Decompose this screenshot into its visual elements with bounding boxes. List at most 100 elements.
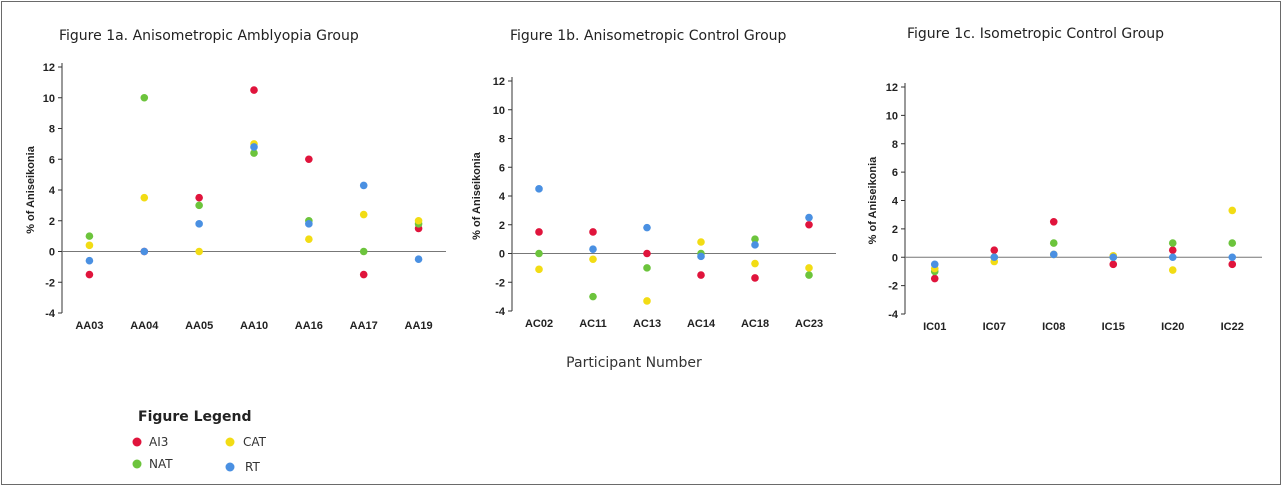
chart-2-y-axis-label: % of Aniseikonia [471, 151, 483, 239]
legend-label-ai3: AI3 [149, 435, 168, 449]
chart-2-point-rt [697, 252, 705, 261]
chart-3-point-rt [1228, 253, 1237, 262]
chart-2-y-tick-label: 6 [499, 162, 505, 174]
chart-1-x-tick-label: AA03 [75, 320, 103, 332]
chart-3-y-tick-label: 2 [892, 224, 898, 236]
legend-label-cat: CAT [243, 435, 267, 449]
chart-1-y-tick-label: 2 [49, 216, 55, 228]
chart-3-point-rt [930, 260, 939, 269]
chart-3-point-ai3 [1049, 217, 1058, 226]
chart-3-y-tick-label: 0 [892, 252, 898, 264]
chart-3-x-tick-label: IC07 [983, 321, 1006, 333]
chart-3-point-cat [1168, 266, 1177, 274]
chart-2-point-ai3 [697, 271, 705, 279]
chart-3-x-tick-label: IC20 [1161, 321, 1184, 333]
chart-1-point-cat [305, 235, 313, 243]
chart-1-point-nat [85, 232, 94, 240]
chart-1-point-rt [250, 143, 258, 151]
chart-1-x-tick-label: AA04 [130, 320, 159, 332]
chart-2-point-nat [643, 264, 651, 272]
chart-2-point-nat [805, 271, 813, 279]
chart-1-y-tick-label: 10 [43, 93, 55, 105]
chart-2-point-cat [535, 265, 543, 274]
chart-3-y-tick-label: 6 [892, 167, 898, 179]
chart-1-point-nat [250, 149, 258, 157]
chart-2-point-nat [535, 249, 543, 258]
chart-2-point-ai3 [643, 249, 651, 258]
chart-2-x-tick-label: AC18 [741, 318, 769, 330]
chart-2-point-ai3 [535, 228, 543, 236]
chart-1-y-tick-label: -4 [45, 308, 56, 320]
chart-2-point-rt [535, 185, 543, 193]
chart-1-y-tick-label: 6 [49, 154, 55, 166]
chart-1-point-cat [85, 241, 94, 250]
chart-3-y-tick-label: 8 [892, 139, 898, 151]
chart-1-point-rt [85, 256, 94, 265]
chart-1-point-nat [195, 201, 203, 210]
chart-1-point-ai3 [305, 155, 313, 164]
chart-2-title: Figure 1b. Anisometropic Control Group [510, 28, 787, 44]
chart-3-point-ai3 [1228, 260, 1237, 269]
chart-2-y-tick-label: 2 [499, 220, 505, 232]
chart-1-point-rt [414, 255, 423, 263]
chart-2-point-rt [589, 245, 597, 253]
chart-1-x-tick-label: AA19 [405, 320, 433, 332]
chart-1-point-ai3 [359, 270, 368, 279]
chart-1-point-nat [140, 93, 149, 102]
chart-2-y-tick-label: 12 [493, 76, 505, 88]
chart-2-x-tick-label: AC02 [525, 318, 553, 330]
chart-2-y-tick-label: 10 [493, 105, 505, 117]
chart-2-point-rt [805, 213, 813, 222]
chart-3-point-ai3 [1109, 260, 1118, 269]
chart-1-point-nat [359, 247, 368, 256]
chart-1-point-cat [195, 247, 203, 256]
chart-1-point-rt [359, 181, 368, 190]
chart-3-point-rt [1168, 253, 1177, 262]
chart-1-title: Figure 1a. Anisometropic Amblyopia Group [59, 28, 359, 44]
chart-3-y-tick-label: -2 [888, 281, 898, 293]
chart-3-point-nat [1168, 239, 1177, 247]
legend-label-rt: RT [245, 460, 260, 474]
chart-1-x-tick-label: AA16 [295, 320, 323, 332]
chart-3-x-tick-label: IC15 [1102, 321, 1125, 333]
chart-2-point-ai3 [805, 220, 813, 229]
chart-3-point-ai3 [1168, 246, 1177, 254]
legend: Figure Legend AI3 CAT NAT RT [132, 409, 267, 474]
chart-2-point-nat [751, 235, 759, 243]
legend-label-nat: NAT [149, 457, 173, 471]
chart-3-y-axis-label: % of Aniseikonia [867, 156, 879, 244]
chart-2-x-tick-label: AC23 [795, 318, 823, 330]
chart-1-y-tick-label: -2 [45, 277, 55, 289]
chart-1-point-ai3 [195, 193, 203, 202]
chart-3-x-tick-label: IC01 [923, 321, 946, 333]
chart-3-point-cat [1228, 206, 1237, 215]
chart-2-x-tick-label: AC11 [579, 318, 607, 330]
chart-1-y-tick-label: 0 [49, 247, 55, 259]
chart-1-y-axis-label: % of Aniseikonia [25, 145, 37, 233]
chart-1-point-ai3 [85, 270, 94, 279]
chart-3-x-tick-label: IC22 [1221, 321, 1244, 333]
chart-3-y-tick-label: 10 [886, 110, 898, 122]
chart-3-x-tick-label: IC08 [1042, 321, 1065, 333]
chart-2-x-tick-label: AC13 [633, 318, 661, 330]
chart-1-x-tick-label: AA17 [350, 320, 378, 332]
chart-2-y-tick-label: -2 [495, 277, 505, 289]
chart-2-point-ai3 [751, 274, 759, 282]
chart-3-point-rt [990, 253, 999, 262]
chart-1-point-cat [359, 210, 368, 219]
chart-1-y-tick-label: 4 [49, 185, 56, 197]
chart-2-point-nat [589, 292, 597, 301]
chart-2-point-rt [751, 241, 759, 249]
shared-x-axis-label: Participant Number [566, 355, 702, 371]
chart-2-point-ai3 [589, 228, 597, 236]
chart-3-point-rt [1049, 250, 1058, 259]
chart-3-point-nat [1049, 239, 1058, 247]
chart-1-point-cat [140, 193, 149, 202]
chart-3-point-rt [1109, 253, 1118, 262]
chart-3-point-ai3 [990, 246, 999, 254]
chart-1-point-rt [195, 220, 203, 228]
chart-2-point-cat [589, 255, 597, 264]
chart-1-x-tick-label: AA05 [185, 320, 213, 332]
chart-2-y-tick-label: 4 [499, 191, 506, 203]
